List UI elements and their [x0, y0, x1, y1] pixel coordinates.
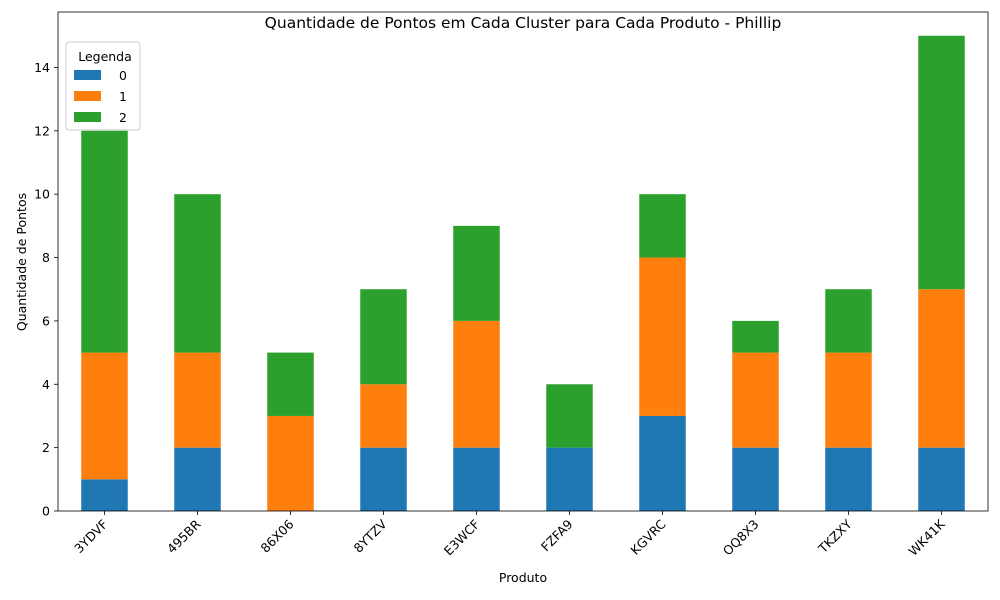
bar-KGVRC-series-1 — [639, 257, 686, 416]
y-tick-label: 14 — [34, 60, 50, 75]
y-tick-label: 12 — [34, 123, 50, 138]
x-tick-label: 8YTZV — [350, 516, 389, 555]
bar-E3WCF-series-0 — [453, 447, 500, 511]
y-tick-label: 8 — [42, 250, 50, 265]
x-tick-label: TKZXY — [815, 516, 855, 556]
x-tick-label: KGVRC — [627, 516, 668, 557]
bar-OQ8X3-series-1 — [732, 352, 779, 448]
bar-E3WCF-series-1 — [453, 320, 500, 448]
legend-swatch-0 — [74, 70, 101, 80]
x-axis: 3YDVF 495BR 86X06 8YTZV E3WCF FZFA9 KGVRC OQ8X3… — [71, 511, 948, 559]
legend: Legenda 0 1 2 — [65, 41, 141, 131]
x-tick-label: WK41K — [905, 516, 948, 559]
bar-OQ8X3-series-0 — [732, 447, 779, 511]
bar-8YTZV-series-1 — [360, 384, 407, 448]
y-tick-label: 0 — [42, 504, 50, 519]
legend-swatch-1 — [74, 91, 101, 101]
bar-KGVRC-series-2 — [639, 194, 686, 258]
bar-TKZXY-series-2 — [825, 289, 872, 353]
x-tick-label: OQ8X3 — [720, 517, 762, 559]
legend-title: Legenda — [78, 49, 132, 64]
x-tick-label: FZFA9 — [538, 516, 576, 554]
bar-495BR-series-1 — [174, 352, 221, 448]
bar-86X06-series-2 — [267, 352, 314, 416]
legend-entry-1: 1 — [119, 89, 127, 104]
legend-entry-0: 0 — [119, 68, 127, 83]
x-tick-label: 86X06 — [257, 516, 296, 555]
bar-OQ8X3-series-2 — [732, 320, 779, 353]
y-tick-label: 10 — [34, 187, 50, 202]
bar-495BR-series-2 — [174, 194, 221, 353]
bar-E3WCF-series-2 — [453, 225, 500, 321]
legend-swatch-2 — [74, 112, 101, 122]
bar-8YTZV-series-0 — [360, 447, 407, 511]
bar-3YDVF-series-0 — [81, 479, 128, 511]
bar-86X06-series-1 — [267, 415, 314, 511]
bar-FZFA9-series-0 — [546, 447, 593, 511]
bar-495BR-series-0 — [174, 447, 221, 511]
y-axis: 0 2 4 6 8 10 12 14 — [34, 60, 58, 519]
y-tick-label: 6 — [42, 313, 50, 328]
bar-FZFA9-series-2 — [546, 384, 593, 448]
bar-3YDVF-series-2 — [81, 130, 128, 353]
x-tick-label: E3WCF — [441, 517, 483, 559]
bar-TKZXY-series-0 — [825, 447, 872, 511]
bar-TKZXY-series-1 — [825, 352, 872, 448]
bar-WK41K-series-1 — [918, 289, 965, 448]
legend-entry-2: 2 — [119, 110, 127, 125]
legend-box — [65, 41, 141, 131]
y-tick-label: 2 — [42, 440, 50, 455]
y-axis-label: Quantidade de Pontos — [14, 193, 29, 331]
bar-8YTZV-series-2 — [360, 289, 407, 385]
x-tick-label: 495BR — [164, 516, 204, 556]
x-axis-label: Produto — [499, 570, 547, 585]
y-tick-label: 4 — [42, 377, 50, 392]
bar-WK41K-series-2 — [918, 35, 965, 290]
bar-3YDVF-series-1 — [81, 352, 128, 480]
bar-WK41K-series-0 — [918, 447, 965, 511]
x-tick-label: 3YDVF — [71, 517, 110, 556]
bar-KGVRC-series-0 — [639, 415, 686, 511]
plot-frame — [57, 11, 989, 512]
bars-group — [81, 35, 965, 511]
chart-title: Quantidade de Pontos em Cada Cluster par… — [265, 14, 782, 32]
